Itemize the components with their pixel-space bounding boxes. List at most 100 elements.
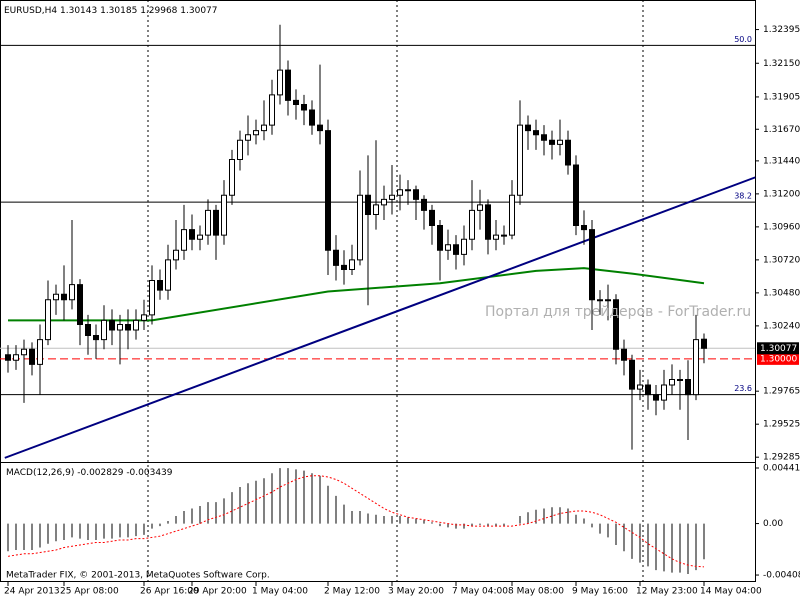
y-tick-label: 1.29765: [763, 387, 800, 397]
macd-tick-label: 0.004414: [763, 463, 800, 473]
candle-body: [365, 194, 371, 215]
signal-value: -0.003439: [126, 468, 172, 478]
candle-body: [429, 209, 435, 226]
price-label: 1.30077: [760, 344, 797, 354]
candle-body: [405, 189, 411, 192]
y-tick-label: 1.32150: [763, 59, 800, 69]
candle-body: [421, 198, 427, 211]
candle-body: [437, 225, 443, 251]
candle-body: [213, 209, 219, 236]
macd-title: MACD(12,26,9) -0.002829 -0.003439: [6, 468, 173, 478]
candle-body: [325, 130, 331, 251]
hline-label: 1.30000: [760, 354, 797, 364]
candle-body: [237, 139, 243, 160]
x-tick-label: 3 May 20:00: [388, 587, 444, 597]
candle-body: [461, 238, 467, 255]
close-value: 1.30077: [180, 6, 217, 16]
y-tick-label: 1.31440: [763, 156, 800, 166]
y-tick-label: 1.29285: [763, 453, 800, 463]
candle-body: [637, 384, 643, 390]
candle-body: [333, 249, 339, 266]
x-tick-label: 1 May 04:00: [252, 587, 308, 597]
x-tick-label: 24 Apr 2013: [4, 587, 60, 597]
candle-body: [557, 139, 563, 145]
candle-body: [597, 299, 603, 302]
candle-body: [533, 130, 539, 136]
candle-body: [85, 324, 91, 336]
candle-body: [77, 284, 83, 325]
candle-body: [493, 234, 499, 240]
fibo-label: 50.0: [734, 35, 752, 44]
y-tick-label: 1.30480: [763, 288, 800, 298]
macd-tick-label: 0.00: [763, 519, 783, 529]
trendline: [4, 176, 756, 459]
high-value: 1.30185: [100, 6, 137, 16]
macd-value: -0.002829: [77, 468, 123, 478]
x-tick-label: 12 May 23:00: [636, 587, 698, 597]
watermark: Портал для трейдеров - ForTrader.ru: [485, 304, 751, 320]
period-separators: [147, 0, 644, 582]
x-tick-label: 25 Apr 08:00: [60, 587, 119, 597]
candle-body: [29, 348, 35, 365]
candle-body: [685, 379, 691, 396]
y-tick-label: 1.30240: [763, 321, 800, 331]
candle-body: [37, 339, 43, 365]
candle-body: [141, 314, 147, 321]
candle-body: [277, 69, 283, 96]
candle-body: [13, 354, 19, 361]
candle-body: [125, 324, 131, 331]
macd-signal: [7, 475, 705, 568]
candle-body: [573, 164, 579, 226]
candle-body: [517, 124, 523, 196]
candle-body: [181, 229, 187, 251]
y-tick-label: 1.31670: [763, 125, 800, 135]
candle-body: [605, 299, 611, 302]
plot: 1.32395 1.32150 1.31905 1.31670 1.31440 1.312…: [0, 24, 800, 597]
y-tick-label: 1.30720: [763, 255, 800, 265]
x-tick-label: 7 May 04:00: [452, 587, 508, 597]
candle-body: [229, 159, 235, 196]
candle-body: [693, 339, 699, 396]
candle-body: [629, 359, 635, 390]
y-tick-label: 1.29525: [763, 420, 800, 430]
macd-tick-label: -0.004087: [763, 571, 800, 581]
candle-body: [549, 139, 555, 145]
candle-body: [501, 234, 507, 237]
candle-body: [669, 379, 675, 386]
candle-body: [477, 204, 483, 211]
candle-body: [445, 244, 451, 251]
candle-body: [541, 134, 547, 141]
chart-title: EURUSD,H4 1.30143 1.30185 1.29968 1.3007…: [4, 6, 218, 16]
candle-body: [301, 104, 307, 111]
candle-body: [661, 384, 667, 401]
candle-body: [261, 124, 267, 132]
candle-body: [701, 338, 707, 349]
y-tick-label: 1.31905: [763, 92, 800, 102]
candle-body: [581, 225, 587, 231]
y-tick-label: 1.32395: [763, 25, 800, 35]
candle-body: [189, 229, 195, 240]
candle-body: [453, 244, 459, 255]
candle-body: [253, 130, 259, 136]
candle-body: [285, 69, 291, 101]
candle-body: [397, 189, 403, 196]
candle-body: [621, 348, 627, 361]
candle-body: [69, 284, 75, 301]
macd-name: MACD(12,26,9): [6, 468, 74, 478]
candle-body: [165, 259, 171, 291]
x-tick-label: 26 Apr 16:00: [140, 587, 199, 597]
candle-body: [149, 280, 155, 316]
x-tick-label: 29 Apr 20:00: [188, 587, 247, 597]
x-tick-label: 14 May 04:00: [700, 587, 762, 597]
fibo-label: 23.6: [734, 384, 752, 393]
candle-body: [525, 124, 531, 132]
candle-body: [373, 204, 379, 215]
candle-body: [269, 94, 275, 126]
candle-body: [5, 354, 11, 361]
candle-body: [589, 229, 595, 301]
candle-body: [653, 394, 659, 401]
candle-body: [21, 348, 27, 356]
candle-body: [109, 319, 115, 331]
candle-body: [349, 259, 355, 270]
